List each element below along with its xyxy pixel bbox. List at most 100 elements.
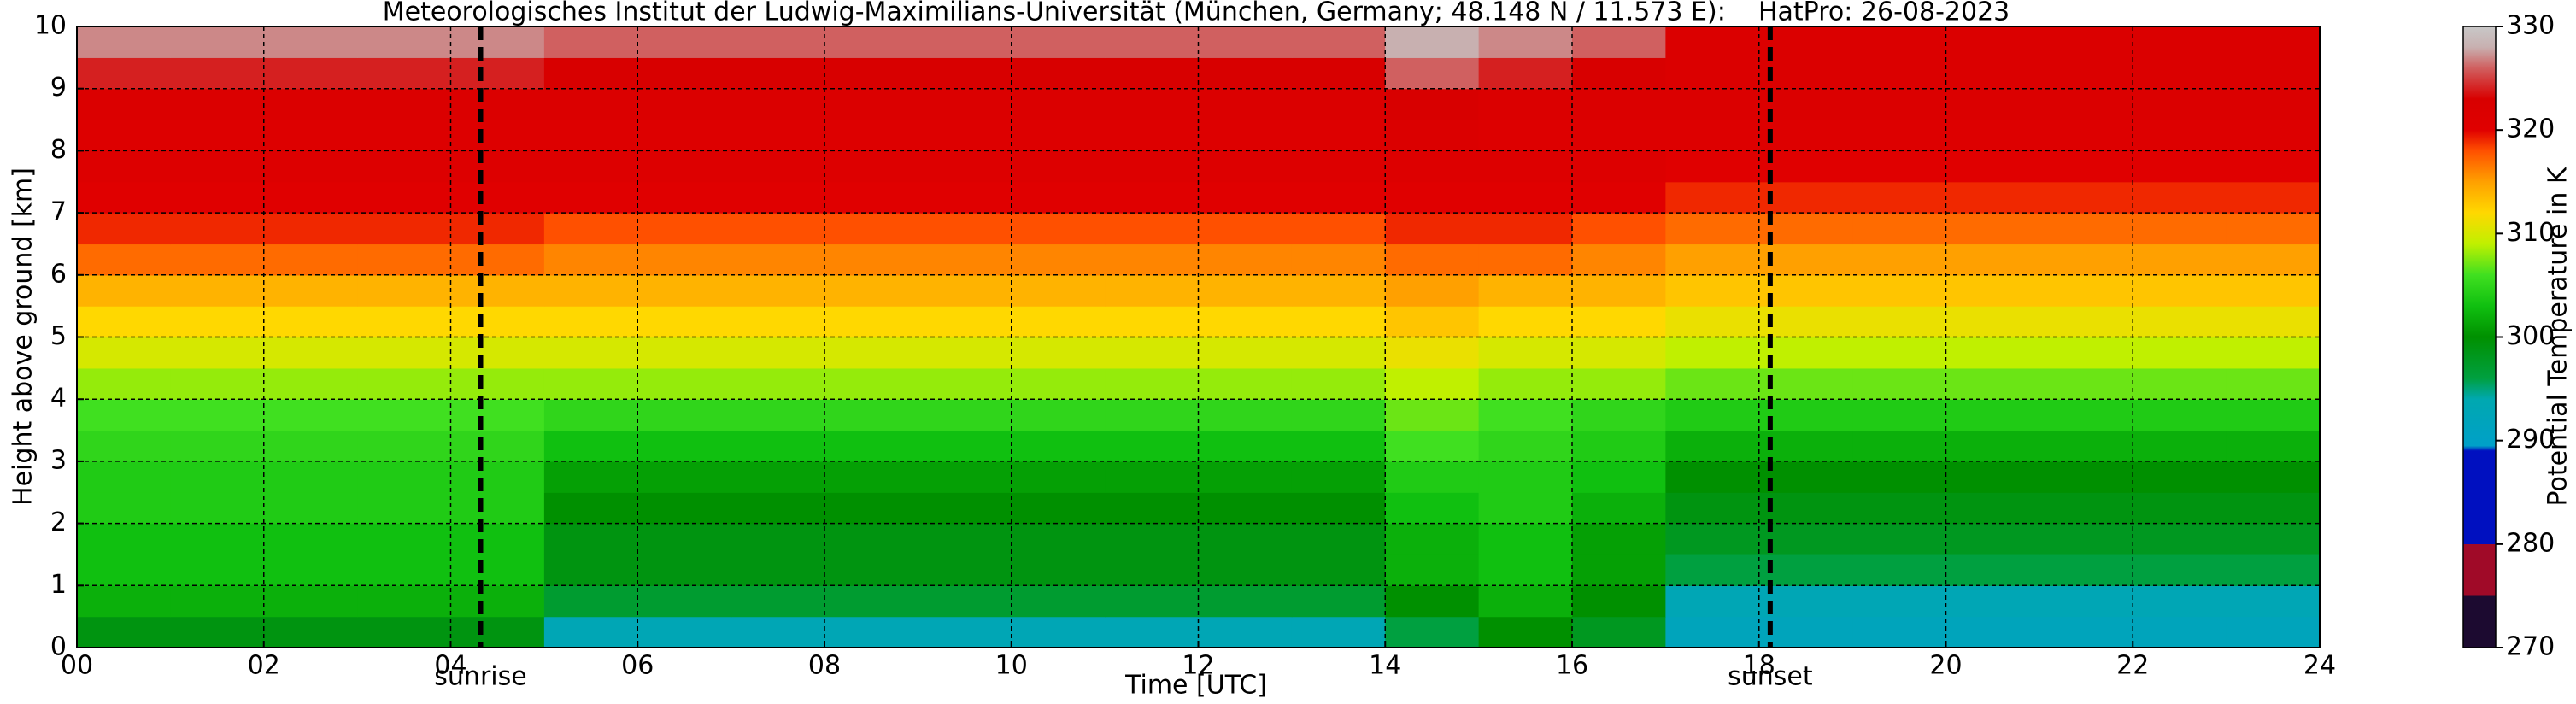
heatmap-cell: [1291, 399, 1386, 431]
heatmap-cell: [637, 616, 732, 648]
heatmap-cell: [731, 150, 825, 183]
heatmap-cell: [637, 523, 732, 555]
heatmap-cell: [1665, 88, 1760, 120]
heatmap-cell: [1478, 585, 1573, 618]
heatmap-cell: [1198, 306, 1293, 338]
colorbar-tick-label: 310: [2506, 218, 2555, 248]
heatmap-cell: [824, 120, 918, 151]
heatmap-cell: [1105, 243, 1200, 276]
heatmap-cell: [1011, 461, 1106, 493]
heatmap-cell: [637, 26, 732, 58]
heatmap-cell: [1385, 150, 1480, 183]
heatmap-cell: [1665, 213, 1760, 245]
x-tick-label: 06: [621, 651, 654, 681]
heatmap-cell: [1198, 120, 1293, 151]
heatmap-cell: [1385, 492, 1480, 525]
heatmap-cell: [1198, 430, 1293, 462]
heatmap-cell: [1291, 150, 1386, 183]
heatmap-cell: [1758, 57, 1853, 90]
heatmap-cell: [450, 461, 545, 493]
heatmap-cell: [1105, 492, 1200, 525]
heatmap-cell: [1758, 120, 1853, 151]
heatmap-cell: [357, 274, 452, 307]
y-tick-label: 7: [50, 197, 67, 227]
heatmap-cell: [450, 243, 545, 276]
heatmap-cell: [2039, 57, 2133, 90]
annotation-label: sunrise: [434, 662, 526, 692]
heatmap-cell: [1572, 430, 1666, 462]
heatmap-cell: [1665, 492, 1760, 525]
heatmap-cell: [1011, 492, 1106, 525]
heatmap-cell: [2226, 492, 2321, 525]
heatmap-cell: [1572, 26, 1666, 58]
heatmap-cell: [2133, 399, 2227, 431]
heatmap-cell: [1852, 181, 1947, 214]
heatmap-cell: [1291, 616, 1386, 648]
heatmap-cell: [1478, 337, 1573, 369]
heatmap-cell: [2039, 306, 2133, 338]
heatmap-cell: [357, 26, 452, 58]
heatmap-cell: [263, 554, 358, 586]
heatmap-cell: [450, 274, 545, 307]
heatmap-cell: [2039, 181, 2133, 214]
chart-title: Meteorologisches Institut der Ludwig-Max…: [383, 0, 2010, 27]
heatmap-cell: [77, 616, 171, 648]
heatmap-cell: [1665, 399, 1760, 431]
heatmap-cell: [1572, 399, 1666, 431]
heatmap-cell: [2039, 120, 2133, 151]
heatmap-cell: [2226, 367, 2321, 400]
heatmap-cell: [543, 274, 638, 307]
heatmap-cell: [2039, 399, 2133, 431]
heatmap-cell: [1385, 213, 1480, 245]
heatmap-cell: [1198, 585, 1293, 618]
heatmap-cell: [1291, 243, 1386, 276]
heatmap-cell: [170, 461, 265, 493]
heatmap-cell: [1385, 243, 1480, 276]
heatmap-cell: [1291, 88, 1386, 120]
heatmap-cell: [543, 26, 638, 58]
heatmap-cell: [1011, 274, 1106, 307]
heatmap-cell: [170, 213, 265, 245]
heatmap-cell: [77, 120, 171, 151]
heatmap-cell: [263, 523, 358, 555]
heatmap-cell: [2039, 461, 2133, 493]
heatmap-cell: [1198, 26, 1293, 58]
heatmap-cell: [1758, 213, 1853, 245]
heatmap-cell: [1758, 181, 1853, 214]
heatmap-cell: [1572, 120, 1666, 151]
heatmap-cell: [450, 430, 545, 462]
heatmap-cell: [1385, 585, 1480, 618]
heatmap-cell: [1291, 461, 1386, 493]
heatmap-cell: [1758, 616, 1853, 648]
heatmap-cell: [824, 306, 918, 338]
heatmap-cell: [450, 120, 545, 151]
heatmap-cell: [357, 492, 452, 525]
heatmap-cell: [731, 492, 825, 525]
heatmap-cell: [1011, 585, 1106, 618]
heatmap-cell: [1478, 306, 1573, 338]
heatmap-cell: [77, 57, 171, 90]
heatmap-cell: [918, 367, 1012, 400]
heatmap-cell: [918, 430, 1012, 462]
heatmap-cell: [263, 150, 358, 183]
heatmap-cell: [2226, 616, 2321, 648]
heatmap-cell: [1478, 213, 1573, 245]
heatmap-cell: [170, 337, 265, 369]
heatmap-cell: [543, 150, 638, 183]
heatmap-cell: [170, 585, 265, 618]
heatmap-cell: [1478, 430, 1573, 462]
heatmap-cell: [1665, 120, 1760, 151]
plot-frame: [76, 26, 2321, 648]
heatmap-cell: [450, 26, 545, 58]
heatmap-cell: [1665, 461, 1760, 493]
heatmap-cell: [1572, 57, 1666, 90]
heatmap-cell: [543, 585, 638, 618]
heatmap-cell: [2133, 585, 2227, 618]
heatmap-cell: [1105, 616, 1200, 648]
heatmap-cell: [1665, 181, 1760, 214]
heatmap-cell: [824, 430, 918, 462]
heatmap-cell: [1198, 57, 1293, 90]
heatmap-cell: [918, 337, 1012, 369]
heatmap-cell: [357, 430, 452, 462]
